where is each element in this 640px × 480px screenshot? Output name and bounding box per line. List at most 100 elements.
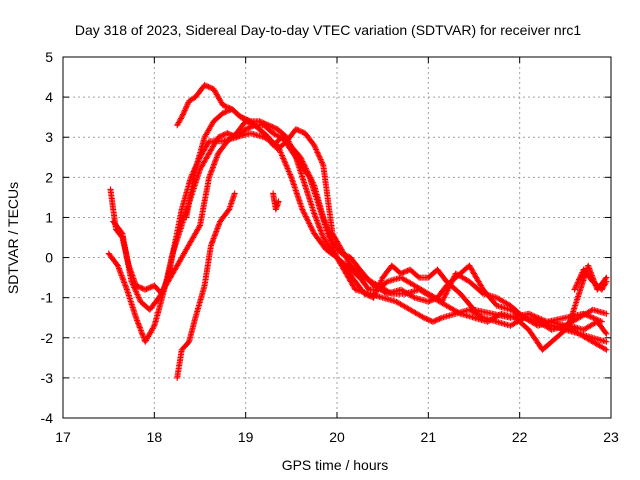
data-point — [144, 285, 151, 292]
data-point — [383, 279, 390, 286]
data-point — [119, 275, 126, 282]
data-point — [572, 285, 579, 292]
data-point — [424, 316, 431, 323]
data-point — [437, 315, 444, 322]
data-point — [260, 119, 267, 126]
data-point — [287, 172, 294, 179]
data-point — [525, 310, 532, 317]
data-point — [181, 108, 188, 115]
data-point — [224, 130, 231, 137]
data-point — [136, 295, 143, 302]
data-point — [264, 121, 271, 128]
data-markers — [105, 82, 610, 381]
data-point — [410, 293, 417, 300]
data-point — [291, 151, 298, 158]
data-point — [207, 170, 214, 177]
data-point — [433, 317, 440, 323]
data-point — [426, 317, 432, 323]
data-point — [138, 328, 145, 335]
data-point — [431, 318, 438, 325]
series-track-6 — [183, 106, 610, 353]
data-point — [256, 118, 263, 125]
data-point — [302, 213, 309, 220]
data-point — [447, 281, 454, 288]
data-point — [312, 145, 319, 152]
data-point — [113, 261, 120, 268]
data-point — [138, 284, 145, 291]
data-point — [422, 315, 429, 322]
data-point — [295, 127, 302, 134]
data-point — [178, 114, 185, 121]
data-point — [268, 123, 275, 130]
data-point — [307, 223, 314, 230]
data-point — [571, 286, 578, 293]
data-point — [317, 227, 324, 234]
x-tick-label: 22 — [512, 429, 528, 445]
data-point — [183, 103, 190, 110]
data-point — [239, 114, 246, 121]
data-point — [316, 224, 323, 231]
data-point — [308, 224, 315, 231]
data-point — [184, 100, 191, 107]
data-point — [242, 115, 248, 122]
data-point — [204, 83, 211, 90]
data-point — [401, 268, 408, 275]
data-point — [185, 339, 191, 346]
data-point — [242, 126, 249, 133]
data-point — [300, 209, 307, 216]
data-point — [244, 117, 251, 123]
data-point — [603, 330, 610, 337]
data-point — [377, 278, 384, 285]
data-point — [420, 314, 427, 321]
y-tick-label: 4 — [45, 89, 53, 105]
data-point — [279, 152, 285, 159]
data-point — [315, 152, 322, 159]
data-point — [269, 123, 276, 130]
data-point — [586, 313, 593, 320]
data-point — [426, 298, 433, 305]
series-track-7 — [270, 190, 282, 213]
data-point — [449, 277, 456, 284]
data-point — [280, 155, 287, 162]
data-point — [573, 282, 580, 289]
data-point — [222, 109, 229, 115]
x-tick-label: 20 — [329, 429, 345, 445]
data-point — [576, 275, 583, 282]
y-tick-label: 3 — [45, 129, 53, 145]
data-point — [527, 311, 534, 318]
data-point — [441, 293, 448, 300]
data-point — [448, 279, 455, 285]
data-point — [427, 317, 434, 324]
data-point — [578, 270, 585, 277]
data-point — [578, 272, 584, 279]
series-track-3 — [110, 118, 610, 333]
data-point — [313, 148, 320, 154]
data-point — [306, 220, 313, 227]
x-axis-ticks: 17 18 19 20 21 22 23 — [55, 57, 619, 445]
data-point — [442, 291, 449, 298]
data-point — [576, 276, 582, 283]
data-point — [603, 278, 610, 285]
data-point — [303, 214, 310, 221]
data-point — [281, 158, 288, 165]
data-point — [318, 158, 325, 164]
data-point — [135, 320, 142, 327]
series-track-4 — [174, 82, 610, 353]
data-point — [590, 315, 597, 321]
data-point — [208, 84, 215, 91]
chart-title: Day 318 of 2023, Sidereal Day-to-day VTE… — [75, 22, 581, 38]
data-point — [131, 284, 138, 291]
x-tick-label: 17 — [55, 429, 71, 445]
x-tick-label: 19 — [238, 429, 254, 445]
data-point — [131, 285, 138, 292]
data-point — [180, 111, 186, 118]
data-point — [214, 224, 221, 231]
data-point — [443, 290, 450, 297]
data-point — [206, 174, 213, 181]
data-point — [219, 110, 226, 117]
data-point — [150, 324, 157, 331]
y-axis-label: SDTVAR / TECUs — [5, 182, 21, 294]
data-point — [216, 221, 222, 228]
data-point — [245, 125, 252, 132]
data-point — [183, 104, 189, 111]
